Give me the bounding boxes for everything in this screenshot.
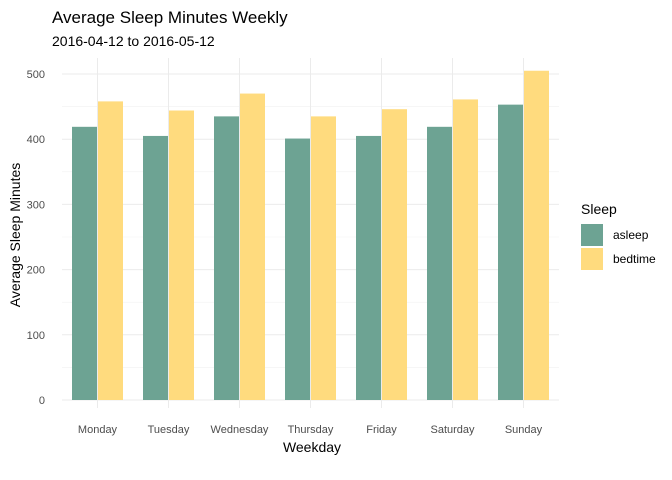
y-tick-label: 100: [27, 330, 45, 342]
y-tick-label: 0: [39, 395, 45, 407]
bar-bedtime-tuesday: [169, 110, 194, 401]
y-tick-label: 200: [27, 265, 45, 277]
bar-bedtime-saturday: [453, 99, 478, 400]
x-axis-ticks: Monday Tuesday Wednesday Thursday Friday Satu…: [78, 424, 543, 436]
bar-asleep-wednesday: [214, 116, 239, 400]
bar-bedtime-wednesday: [240, 93, 265, 400]
x-tick-label: Monday: [78, 424, 118, 436]
bar-asleep-saturday: [427, 126, 452, 400]
bar-asleep-friday: [356, 135, 381, 400]
bar-bedtime-thursday: [311, 116, 336, 400]
bar-asleep-monday: [72, 126, 97, 400]
bar-bedtime-monday: [98, 101, 123, 400]
legend-title: Sleep: [581, 201, 617, 217]
x-tick-label: Wednesday: [211, 424, 269, 436]
bar-asleep-thursday: [285, 138, 310, 400]
x-tick-label: Saturday: [430, 424, 475, 436]
x-tick-label: Tuesday: [148, 424, 190, 436]
legend-label-bedtime: bedtime: [613, 252, 656, 266]
bar-asleep-tuesday: [143, 135, 168, 400]
legend-key-asleep: [581, 224, 603, 246]
grid: [62, 58, 559, 408]
x-tick-label: Thursday: [288, 424, 334, 436]
bar-bedtime-friday: [382, 109, 407, 400]
x-tick-label: Friday: [366, 424, 397, 436]
bars: [72, 70, 549, 401]
y-tick-label: 300: [27, 199, 45, 211]
bar-bedtime-sunday: [524, 70, 549, 401]
legend: Sleep asleep bedtime: [581, 201, 656, 270]
legend-label-asleep: asleep: [613, 228, 649, 242]
y-axis-title: Average Sleep Minutes: [7, 163, 23, 308]
x-axis-title: Weekday: [283, 439, 341, 455]
chart-title: Average Sleep Minutes Weekly: [52, 8, 288, 27]
x-tick-label: Sunday: [505, 424, 543, 436]
y-axis-ticks: 0 100 200 300 400 500: [27, 69, 45, 407]
chart-subtitle: 2016-04-12 to 2016-05-12: [52, 33, 215, 49]
bar-asleep-sunday: [498, 104, 523, 401]
y-tick-label: 400: [27, 134, 45, 146]
y-tick-label: 500: [27, 69, 45, 81]
legend-key-bedtime: [581, 248, 603, 270]
